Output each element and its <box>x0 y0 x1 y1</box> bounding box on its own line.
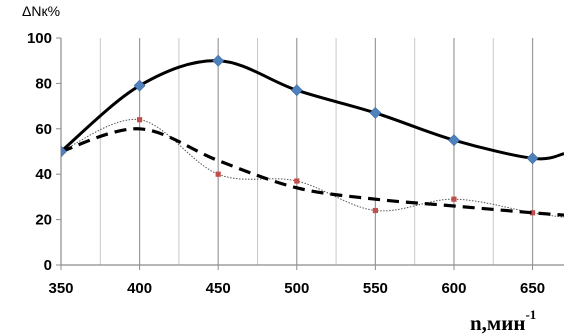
series-line <box>61 59 564 161</box>
data-point-diamond <box>448 134 460 147</box>
y-tick-label: 100 <box>27 30 52 47</box>
x-tick-label: 450 <box>206 280 231 297</box>
x-tick-label: 600 <box>441 280 466 297</box>
x-axis-label-superscript: -1 <box>525 307 536 322</box>
data-point-diamond <box>212 54 225 67</box>
data-point-square <box>372 207 378 214</box>
x-tick-label: 500 <box>284 280 309 297</box>
data-point-square <box>294 178 300 184</box>
x-tick-label: 350 <box>48 280 73 297</box>
x-axis-label: n,мин-1 <box>470 307 536 334</box>
y-tick-label: 40 <box>35 166 52 183</box>
x-tick-label: 550 <box>363 280 388 297</box>
series-line <box>61 119 564 218</box>
chart-axes <box>60 38 564 266</box>
data-point-square <box>529 210 536 216</box>
data-point-diamond <box>290 84 303 97</box>
x-axis-label-main: n,мин <box>470 311 525 334</box>
data-point-diamond <box>369 106 382 119</box>
data-point-square <box>136 117 143 123</box>
data-point-square <box>215 171 221 177</box>
y-axis-ticks: 0 20 40 60 80 100 <box>27 30 61 274</box>
y-tick-label: 0 <box>44 257 52 274</box>
x-tick-label: 650 <box>520 280 545 297</box>
series-2 <box>61 127 564 217</box>
y-tick-label: 80 <box>35 75 52 92</box>
data-point-diamond <box>133 79 146 92</box>
series-line <box>61 127 564 217</box>
data-point-diamond <box>61 145 67 158</box>
data-point-square <box>451 196 457 202</box>
series-layer <box>61 54 564 218</box>
x-axis-ticks: 350 400 450 500 550 600 650 <box>48 265 545 297</box>
x-tick-label: 400 <box>127 280 152 297</box>
data-point-diamond <box>526 152 539 165</box>
y-tick-label: 60 <box>35 121 52 138</box>
series-3 <box>61 117 564 218</box>
y-axis-label: ΔNк% <box>22 3 60 19</box>
series-1 <box>61 54 564 165</box>
chart-grid <box>99 38 534 265</box>
y-tick-label: 20 <box>35 212 52 229</box>
